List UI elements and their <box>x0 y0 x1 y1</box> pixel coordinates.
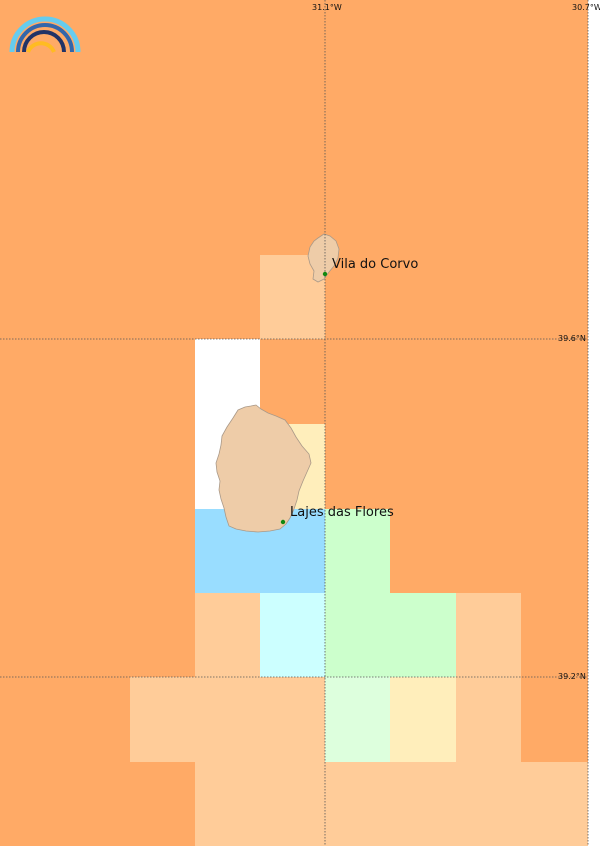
zone-cell <box>325 593 456 677</box>
zone-cell <box>325 677 390 762</box>
latitude-label: 39.6°N <box>558 334 586 343</box>
map-right-margin <box>588 0 600 846</box>
zone-cell <box>195 593 260 677</box>
longitude-label: 31.1°W <box>312 3 342 12</box>
zone-cell <box>456 593 521 677</box>
zone-cell <box>260 593 325 677</box>
zone-cell <box>390 677 456 762</box>
flores-island[interactable] <box>215 404 312 533</box>
lajes-das-flores-marker[interactable] <box>280 519 286 525</box>
longitude-label: 30.7°W <box>572 3 600 12</box>
zone-cell <box>456 677 521 762</box>
rainbow-logo-icon <box>9 16 81 53</box>
zone-cell <box>325 509 390 593</box>
zone-cell <box>195 762 588 846</box>
corvo-island[interactable] <box>307 233 340 283</box>
place-label-vila-do-corvo: Vila do Corvo <box>332 257 419 272</box>
place-label-lajes-das-flores: Lajes das Flores <box>290 505 394 520</box>
vila-do-corvo-marker[interactable] <box>322 271 328 277</box>
latitude-label: 39.2°N <box>558 672 586 681</box>
zone-cell <box>130 677 325 762</box>
